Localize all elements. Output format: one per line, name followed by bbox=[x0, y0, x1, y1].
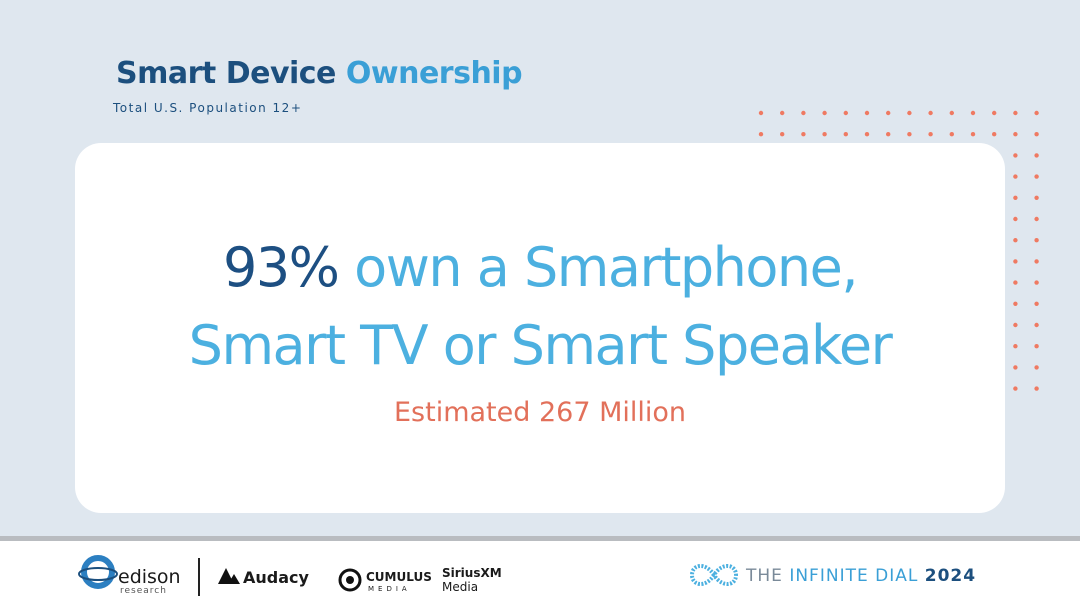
dot bbox=[843, 132, 848, 137]
dot bbox=[949, 132, 954, 137]
dot bbox=[1013, 174, 1018, 179]
dot bbox=[864, 110, 870, 116]
dot bbox=[1034, 322, 1039, 328]
dot bbox=[1013, 344, 1018, 349]
dot bbox=[907, 110, 912, 116]
dot bbox=[1034, 216, 1039, 222]
dot bbox=[1034, 195, 1039, 200]
title-part: Smart Device bbox=[116, 56, 336, 91]
dot bbox=[822, 110, 827, 116]
dot bbox=[1013, 386, 1018, 391]
logo-text: Media bbox=[442, 580, 479, 594]
dot bbox=[801, 132, 806, 137]
dot bbox=[1034, 259, 1039, 264]
dot bbox=[970, 110, 976, 116]
dot bbox=[1034, 344, 1039, 349]
separator bbox=[198, 558, 200, 596]
subtitle: Total U.S. Population 12+ bbox=[113, 101, 303, 115]
dot bbox=[949, 110, 954, 116]
logo-text: MEDIA bbox=[368, 585, 411, 593]
dot bbox=[1013, 110, 1018, 116]
logo-text: edison bbox=[118, 566, 181, 588]
divider bbox=[0, 536, 1080, 541]
dot bbox=[1013, 280, 1018, 285]
dot bbox=[1034, 386, 1039, 391]
infinite-dial-icon bbox=[689, 564, 739, 586]
dot bbox=[780, 110, 785, 116]
dot bbox=[822, 132, 827, 137]
dot bbox=[1013, 322, 1018, 328]
headline-figure: 93% bbox=[222, 236, 340, 299]
dot bbox=[992, 110, 997, 116]
dot bbox=[1013, 301, 1018, 306]
headline-line: 93% own a Smartphone, bbox=[0, 236, 1080, 299]
slide-background: Smart Device Ownership Total U.S. Popula… bbox=[0, 0, 1080, 536]
brand: THE INFINITE DIAL 2024 bbox=[746, 566, 976, 586]
dot bbox=[1013, 259, 1018, 264]
dot bbox=[1034, 280, 1039, 285]
dot bbox=[1013, 216, 1018, 222]
dot bbox=[886, 132, 891, 137]
dot bbox=[928, 110, 933, 116]
dot bbox=[780, 132, 785, 137]
brand-part: INFINITE DIAL bbox=[789, 566, 919, 586]
brand-part: THE bbox=[746, 566, 783, 586]
dot bbox=[758, 132, 764, 137]
dot bbox=[907, 132, 912, 137]
logo-text: research bbox=[120, 586, 167, 596]
title: Smart Device Ownership bbox=[116, 56, 523, 91]
dot bbox=[1034, 153, 1039, 158]
dot bbox=[1034, 365, 1039, 370]
dot bbox=[1034, 238, 1039, 243]
dot bbox=[1034, 301, 1039, 306]
headline-card bbox=[75, 143, 1005, 513]
cumulus-icon bbox=[338, 568, 362, 592]
brand-part: 2024 bbox=[924, 566, 977, 586]
dot bbox=[1034, 174, 1039, 179]
dot bbox=[758, 110, 764, 116]
dot bbox=[864, 132, 870, 137]
headline-line: Smart TV or Smart Speaker bbox=[188, 314, 893, 377]
dot bbox=[886, 110, 891, 116]
dot bbox=[1013, 365, 1018, 370]
audacy-icon bbox=[218, 568, 240, 584]
edison-icon bbox=[78, 555, 118, 589]
dot bbox=[1013, 153, 1018, 158]
logo-text: Audacy bbox=[243, 568, 309, 587]
dot bbox=[970, 132, 976, 137]
dot bbox=[801, 110, 806, 116]
dot bbox=[992, 132, 997, 137]
title-part: Ownership bbox=[345, 56, 523, 91]
logo-text: CUMULUS bbox=[366, 570, 432, 584]
dot bbox=[1034, 132, 1039, 137]
estimate: Estimated 267 Million bbox=[393, 397, 687, 428]
dot bbox=[1034, 110, 1039, 116]
logo-text: SiriusXM bbox=[442, 566, 502, 580]
dot bbox=[1013, 238, 1018, 243]
headline-text: own a Smartphone, bbox=[354, 236, 858, 299]
dot bbox=[1013, 195, 1018, 200]
dot bbox=[928, 132, 933, 137]
dot bbox=[1013, 132, 1018, 137]
dot bbox=[843, 110, 848, 116]
